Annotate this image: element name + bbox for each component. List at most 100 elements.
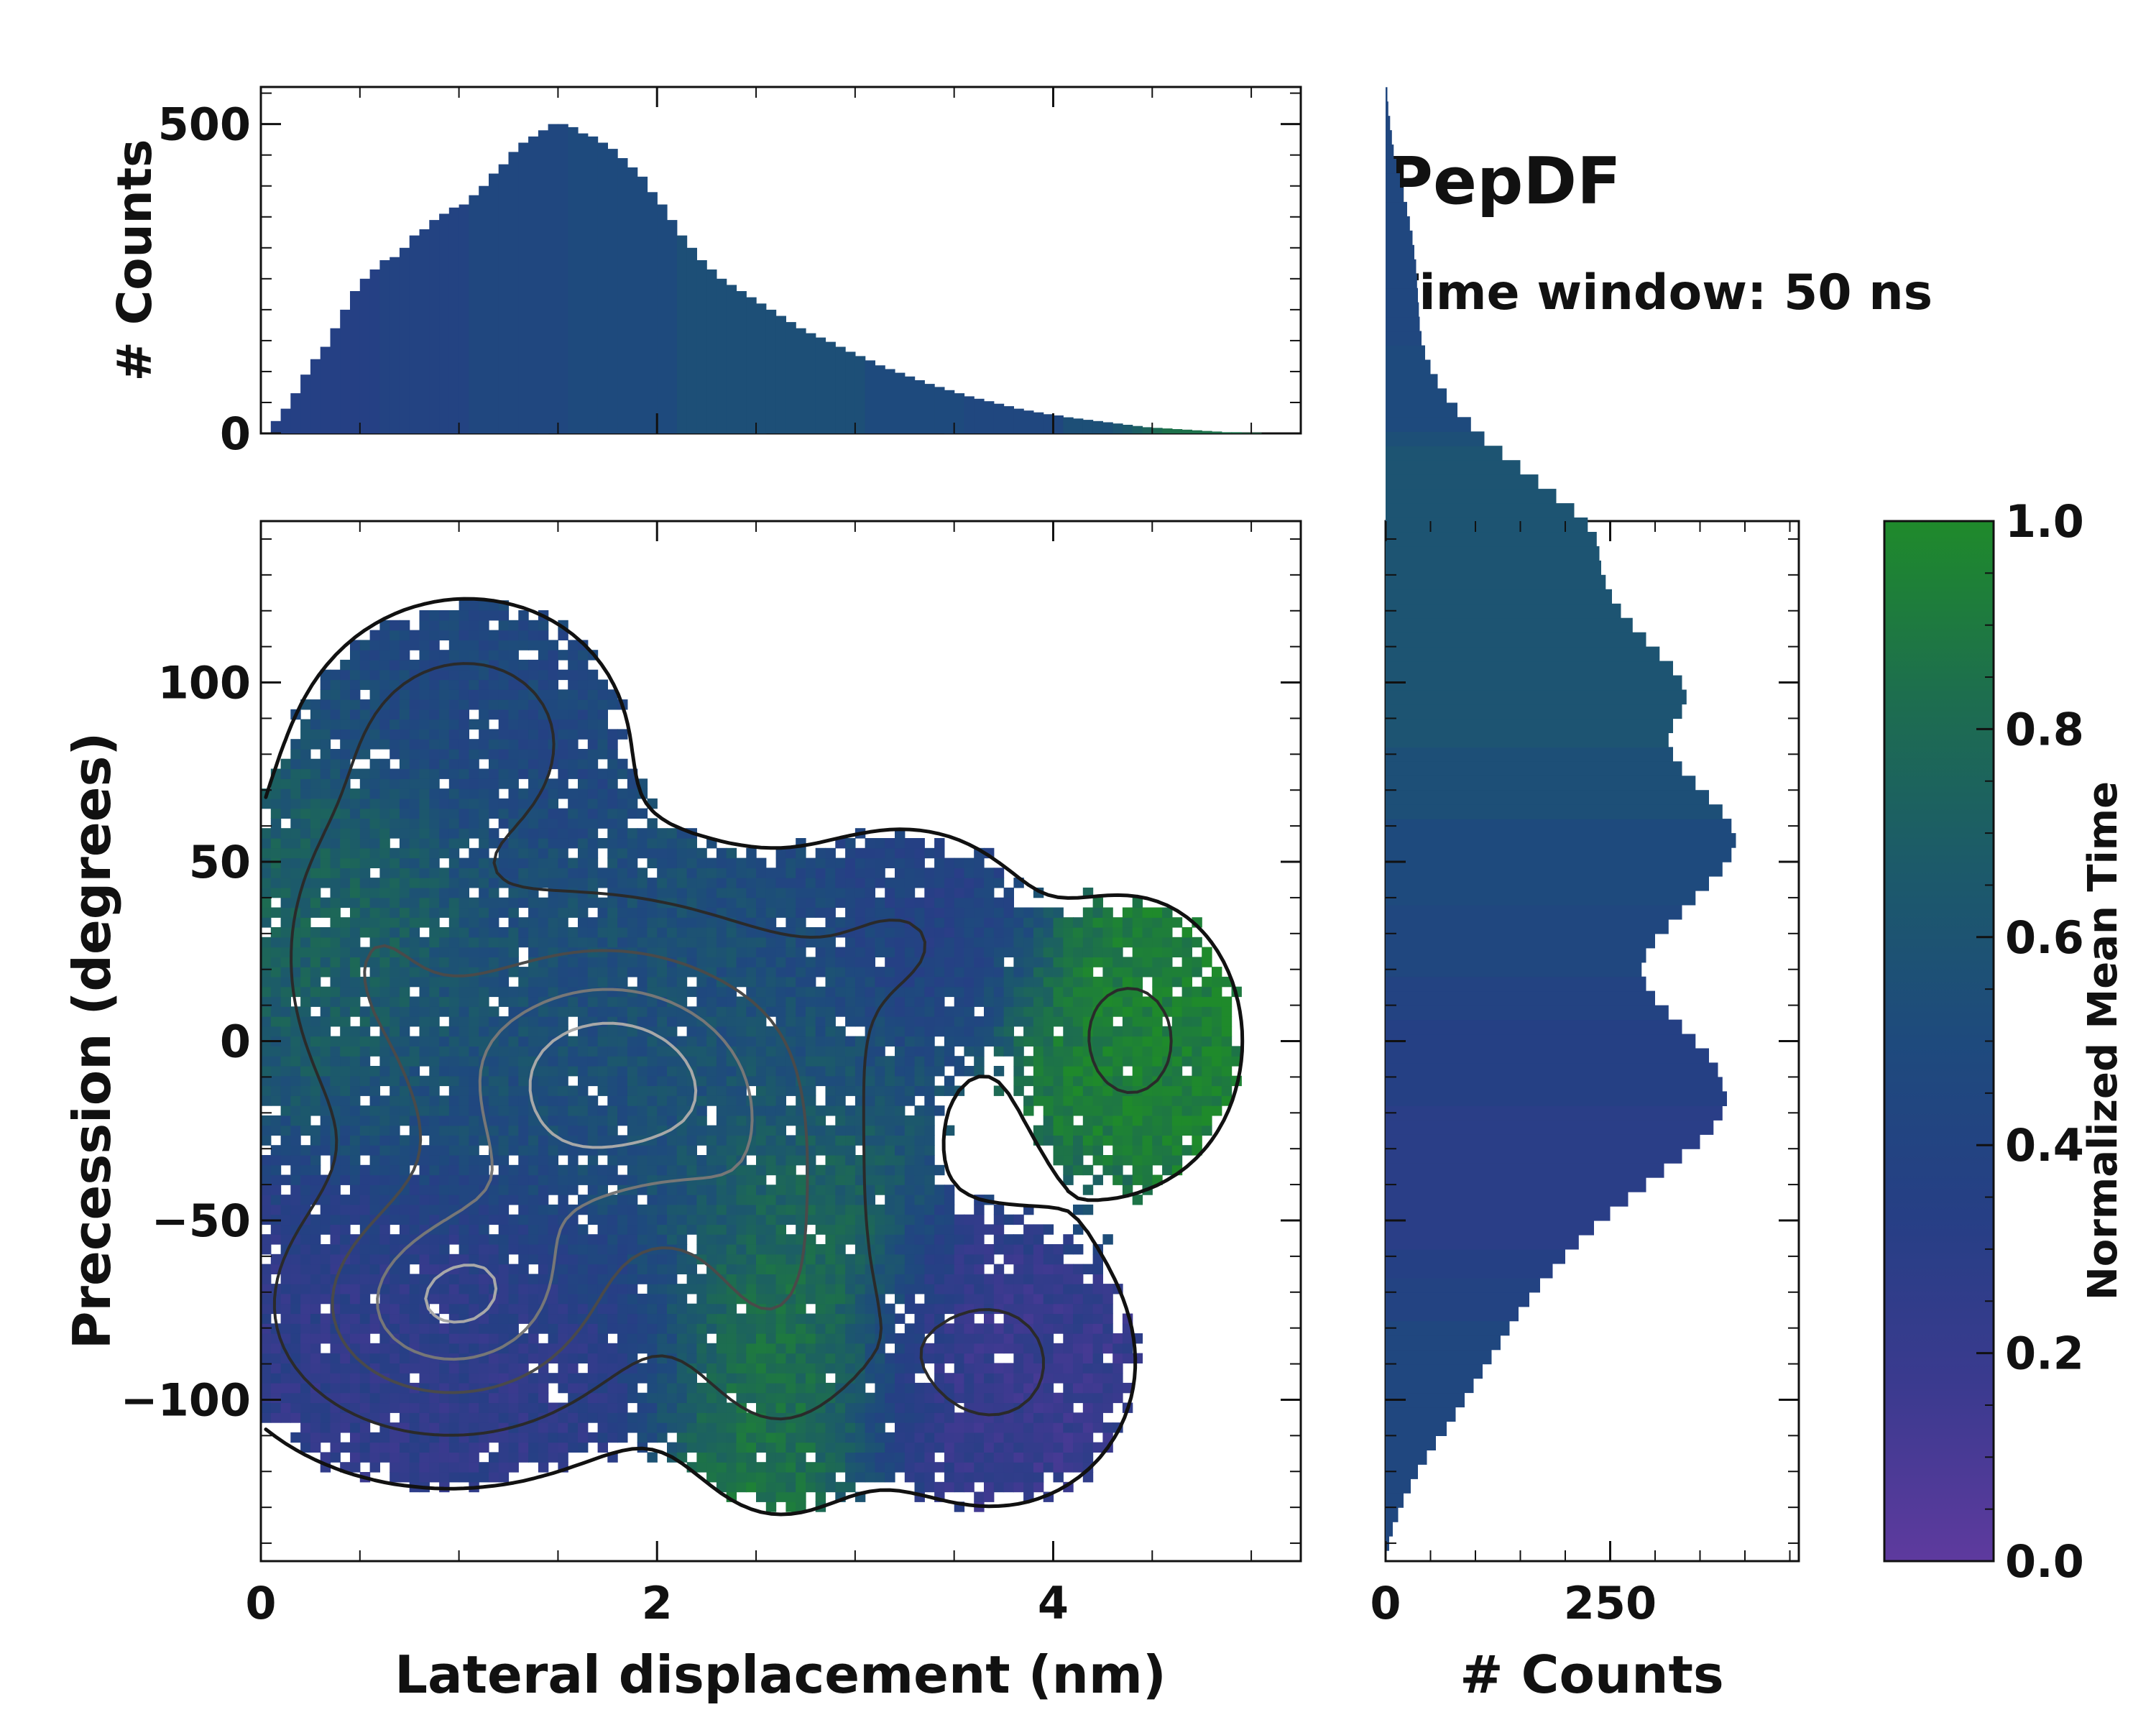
heatmap-cell	[469, 1204, 479, 1215]
heatmap-cell	[895, 1363, 906, 1374]
heatmap-cell	[379, 1066, 390, 1077]
heatmap-cell	[1102, 976, 1113, 988]
heatmap-cell	[676, 1303, 688, 1315]
heatmap-cell	[765, 1046, 777, 1057]
heatmap-cell	[508, 1274, 519, 1284]
heatmap-cell	[657, 1323, 668, 1334]
top-histogram-bars	[270, 124, 1262, 434]
heatmap-cell	[934, 1164, 945, 1176]
heatmap-cell	[310, 1095, 321, 1106]
heatmap-cell	[914, 1105, 925, 1116]
heatmap-cell	[756, 1462, 767, 1473]
heatmap-cell	[974, 1224, 985, 1235]
heatmap-cell	[786, 1174, 796, 1185]
heatmap-cell	[696, 986, 707, 998]
heatmap-cell	[1013, 1006, 1024, 1017]
heatmap-cell	[647, 1066, 658, 1077]
heatmap-cell	[637, 996, 648, 1007]
heatmap-cell	[290, 1105, 301, 1116]
heatmap-cell	[1013, 917, 1024, 928]
heatmap-cell	[439, 937, 450, 948]
heatmap-cell	[657, 1264, 668, 1274]
heatmap-cell	[627, 1293, 638, 1305]
heatmap-cell	[1221, 1006, 1233, 1017]
heatmap-cell	[369, 1313, 380, 1324]
heatmap-cell	[706, 1036, 717, 1046]
heatmap-cell	[796, 1373, 806, 1384]
heatmap-cell	[993, 1026, 1005, 1037]
heatmap-cell	[1112, 1115, 1123, 1126]
heatmap-cell	[320, 927, 331, 938]
heatmap-cell	[617, 1085, 628, 1096]
heatmap-cell	[310, 1412, 321, 1423]
heatmap-cell	[914, 1402, 925, 1413]
heatmap-cell	[548, 1164, 558, 1176]
heatmap-cell	[954, 957, 965, 967]
heatmap-cell	[508, 907, 519, 918]
heatmap-cell	[568, 1164, 579, 1176]
heatmap-cell	[350, 1075, 361, 1087]
heatmap-cell	[489, 1006, 499, 1017]
heatmap-cell	[379, 1452, 390, 1463]
heatmap-cell	[885, 1264, 895, 1274]
heatmap-cell	[359, 1056, 371, 1067]
heatmap-cell	[627, 1392, 638, 1404]
heatmap-cell	[647, 1303, 658, 1315]
heatmap-cell	[1013, 1284, 1024, 1294]
heatmap-cell	[607, 957, 618, 967]
heatmap-cell	[796, 996, 806, 1007]
heatmap-cell	[439, 1284, 450, 1294]
heatmap-cell	[796, 1036, 806, 1046]
heatmap-cell	[885, 1472, 895, 1483]
heatmap-cell	[835, 1432, 846, 1443]
heatmap-cell	[597, 1422, 608, 1433]
heatmap-cell	[320, 1313, 331, 1324]
heatmap-cell	[885, 1056, 895, 1067]
heatmap-cell	[1073, 1343, 1084, 1354]
heatmap-cell	[419, 1115, 430, 1126]
heatmap-cell	[607, 1303, 618, 1315]
heatmap-cell	[845, 1046, 856, 1057]
heatmap-cell	[974, 1491, 985, 1502]
heatmap-cell	[409, 947, 420, 957]
heatmap-cell	[439, 1442, 450, 1453]
heatmap-cell	[587, 1432, 599, 1443]
heatmap-cell	[825, 1036, 836, 1046]
heatmap-cell	[696, 947, 707, 957]
heatmap-cell	[845, 1184, 856, 1195]
heatmap-cell	[1212, 1006, 1222, 1017]
heatmap-cell	[538, 1085, 549, 1096]
heatmap-cell	[340, 996, 351, 1007]
heatmap-cell	[320, 897, 331, 908]
heatmap-cell	[775, 1284, 786, 1294]
heatmap-cell	[369, 1105, 380, 1116]
heatmap-cell	[716, 1184, 727, 1195]
heatmap-cell	[528, 1353, 539, 1363]
heatmap-cell	[1023, 976, 1034, 988]
heatmap-cell	[350, 976, 361, 988]
heatmap-cell	[1092, 1392, 1103, 1404]
heatmap-cell	[390, 1353, 400, 1363]
top-histogram-bar	[1082, 420, 1094, 433]
top-histogram-bar	[439, 213, 450, 433]
heatmap-cell	[964, 947, 975, 957]
heatmap-cell	[419, 1412, 430, 1423]
heatmap-cell	[419, 1046, 430, 1057]
heatmap-cell	[746, 1432, 757, 1443]
heatmap-cell	[1162, 1164, 1173, 1176]
heatmap-cell	[875, 947, 885, 957]
heatmap-cell	[726, 1125, 737, 1136]
heatmap-cell	[647, 1056, 658, 1067]
heatmap-cell	[1102, 1135, 1113, 1146]
heatmap-cell	[964, 1432, 975, 1443]
heatmap-cell	[548, 1174, 558, 1185]
heatmap-cell	[667, 1412, 678, 1423]
heatmap-cell	[1102, 1125, 1113, 1136]
heatmap-cell	[538, 1373, 549, 1384]
top-histogram-bar	[587, 136, 599, 433]
heatmap-cell	[1171, 1075, 1183, 1087]
heatmap-cell	[825, 976, 836, 988]
heatmap-cell	[617, 1056, 628, 1067]
heatmap-cell	[627, 1214, 638, 1225]
heatmap-cell	[736, 1432, 747, 1443]
